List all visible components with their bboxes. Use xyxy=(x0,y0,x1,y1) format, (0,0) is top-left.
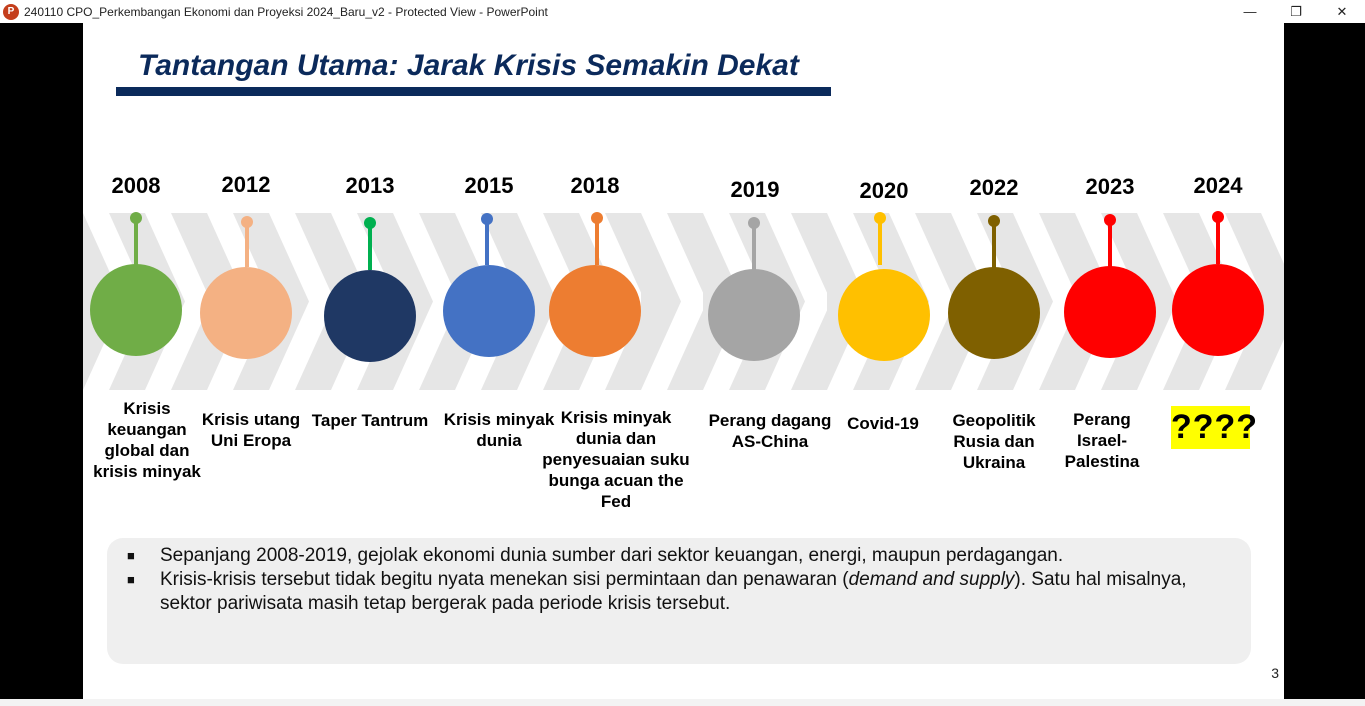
timeline-pin-head xyxy=(130,212,142,224)
timeline-pin-stem xyxy=(992,222,996,268)
crisis-label: Covid-19 xyxy=(847,414,919,433)
timeline-pin-stem xyxy=(485,220,489,265)
crisis-label: Taper Tantrum xyxy=(311,411,429,430)
unknown-crisis-label: ???? xyxy=(1171,406,1257,449)
crisis-circle xyxy=(90,264,182,356)
square-bullet-icon: ■ xyxy=(127,548,135,563)
crisis-label: Geopolitik Rusia dan Ukraina xyxy=(952,411,1036,472)
minimize-button[interactable]: — xyxy=(1243,4,1257,19)
year-label: 2015 xyxy=(464,173,514,198)
summary-bullet-2: ■ Krisis-krisis tersebut tidak begitu ny… xyxy=(127,568,1235,616)
timeline-pin-head xyxy=(591,212,603,224)
crisis-label: Krisis utang Uni Eropa xyxy=(201,410,301,450)
crisis-label: Perang dagang AS-China xyxy=(708,411,832,451)
slide-title: Tantangan Utama: Jarak Krisis Semakin De… xyxy=(138,49,799,82)
crisis-circle xyxy=(324,270,416,362)
year-label: 2023 xyxy=(1085,174,1135,199)
timeline-pin-head xyxy=(988,215,1000,227)
crisis-circle xyxy=(443,265,535,357)
status-bar xyxy=(0,699,1365,706)
crisis-label: Perang Israel-Palestina xyxy=(1064,410,1140,471)
window-controls: — ❐ ✕ xyxy=(1227,0,1365,23)
crisis-label: Krisis minyak dunia dan penyesuaian suku… xyxy=(542,408,690,511)
powerpoint-app-icon[interactable]: P xyxy=(3,3,19,20)
restore-button[interactable]: ❐ xyxy=(1290,3,1302,19)
timeline-pin-stem xyxy=(595,219,599,265)
crisis-circle xyxy=(1064,266,1156,358)
timeline-pin-head xyxy=(874,212,886,224)
crisis-label: Krisis minyak dunia xyxy=(443,410,555,450)
crisis-circle xyxy=(1172,264,1264,356)
year-label: 2020 xyxy=(859,178,909,203)
square-bullet-icon: ■ xyxy=(127,572,135,587)
bullet-text-before: Krisis-krisis tersebut tidak begitu nyat… xyxy=(160,569,849,590)
year-label: 2018 xyxy=(570,173,620,198)
bullet-text-italic: demand and supply xyxy=(848,569,1015,590)
timeline-pin-head xyxy=(241,216,253,228)
crisis-circle xyxy=(549,265,641,357)
close-button[interactable]: ✕ xyxy=(1336,3,1348,19)
left-letterbox xyxy=(0,23,83,699)
window-title: 240110 CPO_Perkembangan Ekonomi dan Proy… xyxy=(24,4,548,19)
window-titlebar: P 240110 CPO_Perkembangan Ekonomi dan Pr… xyxy=(0,0,1365,23)
year-label: 2013 xyxy=(345,173,395,198)
crisis-circle xyxy=(838,269,930,361)
year-label: 2012 xyxy=(221,172,271,197)
year-label: 2019 xyxy=(730,177,780,202)
crisis-circle xyxy=(708,269,800,361)
timeline-pin-head xyxy=(1212,211,1224,223)
timeline-pin-head xyxy=(1104,214,1116,226)
timeline-pin-head xyxy=(481,213,493,225)
timeline-pin-head xyxy=(748,217,760,229)
title-underline xyxy=(116,87,831,96)
timeline-pin-stem xyxy=(1216,218,1220,264)
right-letterbox xyxy=(1284,23,1365,699)
timeline-pin-stem xyxy=(1108,221,1112,267)
timeline-pin-stem xyxy=(878,219,882,265)
timeline-pin-stem xyxy=(752,224,756,270)
year-label: 2024 xyxy=(1193,173,1243,198)
crisis-circle xyxy=(200,267,292,359)
timeline-pin-stem xyxy=(134,219,138,265)
year-label: 2022 xyxy=(969,175,1019,200)
bullet-text-after: ). Satu hal misalnya, sektor pariwisata … xyxy=(160,569,1187,614)
summary-box: ■ Sepanjang 2008-2019, gejolak ekonomi d… xyxy=(107,538,1251,664)
timeline-pin-stem xyxy=(245,222,249,267)
page-number: 3 xyxy=(1271,665,1279,681)
summary-bullet-1: ■ Sepanjang 2008-2019, gejolak ekonomi d… xyxy=(127,544,1235,568)
year-label: 2008 xyxy=(111,173,161,198)
crisis-label: Krisis keuangan global dan krisis minyak xyxy=(93,399,201,481)
slide-canvas: Tantangan Utama: Jarak Krisis Semakin De… xyxy=(83,23,1284,699)
timeline-pin-head xyxy=(364,217,376,229)
crisis-circle xyxy=(948,267,1040,359)
bullet-text: Sepanjang 2008-2019, gejolak ekonomi dun… xyxy=(160,545,1064,566)
timeline-pin-stem xyxy=(368,224,372,270)
bullet-text: Krisis-krisis tersebut tidak begitu nyat… xyxy=(160,568,1235,616)
